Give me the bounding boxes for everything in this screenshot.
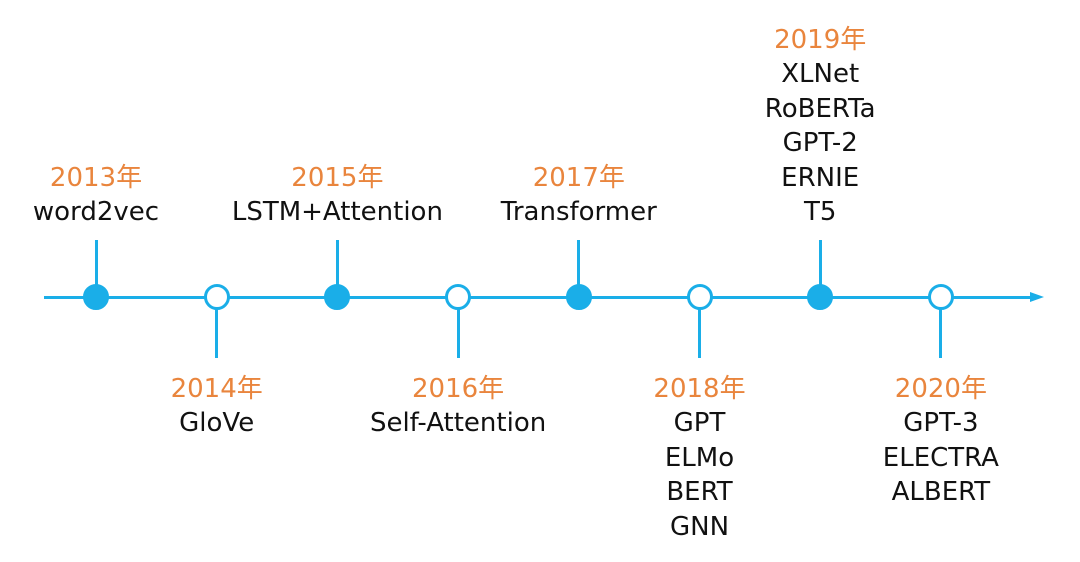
timeline-axis xyxy=(44,296,1032,299)
timeline-stem xyxy=(215,297,219,358)
event-model: LSTM+Attention xyxy=(231,197,443,227)
event-model: GNN xyxy=(669,511,730,542)
timeline-stem xyxy=(94,240,98,297)
timeline-event-2: 2015年 LSTM+Attention xyxy=(207,161,467,230)
timeline-event-1: 2014年 GloVe xyxy=(87,372,347,441)
event-model: GPT-3 xyxy=(903,408,979,438)
timeline-node-filled xyxy=(83,284,109,310)
event-model: GPT-2 xyxy=(782,128,858,158)
timeline-node-hollow xyxy=(445,284,472,310)
event-model: GPT xyxy=(673,408,726,438)
event-model: ALBERT xyxy=(891,477,991,507)
timeline-event-3: 2016年 Self-Attention xyxy=(328,372,588,441)
timeline-stem xyxy=(818,240,822,297)
event-year: 2015年 xyxy=(291,163,384,193)
event-model: ELECTRA xyxy=(882,442,999,473)
event-model: BERT xyxy=(666,477,733,507)
event-model: ERNIE xyxy=(781,162,860,193)
timeline-stem xyxy=(939,297,943,358)
timeline-event-0: 2013年 word2vec xyxy=(0,161,226,230)
timeline-stem xyxy=(456,297,460,358)
event-model: Transformer xyxy=(500,197,657,227)
event-model: GloVe xyxy=(179,408,255,438)
event-year: 2013年 xyxy=(49,163,143,193)
timeline-node-filled xyxy=(807,284,834,310)
arrow-head-icon xyxy=(1030,292,1044,302)
event-model: ELMo xyxy=(664,442,735,473)
event-model: XLNet xyxy=(781,59,860,89)
timeline-stem xyxy=(698,297,701,358)
timeline-event-4: 2017年 Transformer xyxy=(449,161,709,230)
timeline-event-6: 2019年 XLNet RoBERTa GPT-2 ERNIE T5 xyxy=(690,23,950,230)
event-model: word2vec xyxy=(32,197,160,227)
event-model: Self-Attention xyxy=(369,408,547,438)
event-model: RoBERTa xyxy=(764,93,876,124)
timeline-event-5: 2018年 GPT ELMo BERT GNN xyxy=(570,372,830,544)
event-year: 2014年 xyxy=(170,374,263,404)
event-year: 2020年 xyxy=(894,374,987,404)
timeline-stem xyxy=(577,240,581,297)
timeline-node-hollow xyxy=(686,284,713,310)
event-year: 2017年 xyxy=(532,163,625,193)
timeline-node-filled xyxy=(324,284,351,310)
event-model: T5 xyxy=(803,197,837,227)
event-year: 2018年 xyxy=(653,374,746,404)
timeline-event-7: 2020年 GPT-3 ELECTRA ALBERT xyxy=(811,372,1071,510)
timeline-node-hollow xyxy=(927,284,954,310)
timeline-stem xyxy=(335,240,339,297)
event-year: 2016年 xyxy=(412,374,505,404)
timeline-node-filled xyxy=(565,284,592,310)
timeline-node-hollow xyxy=(203,284,230,310)
event-year: 2019年 xyxy=(774,25,867,55)
